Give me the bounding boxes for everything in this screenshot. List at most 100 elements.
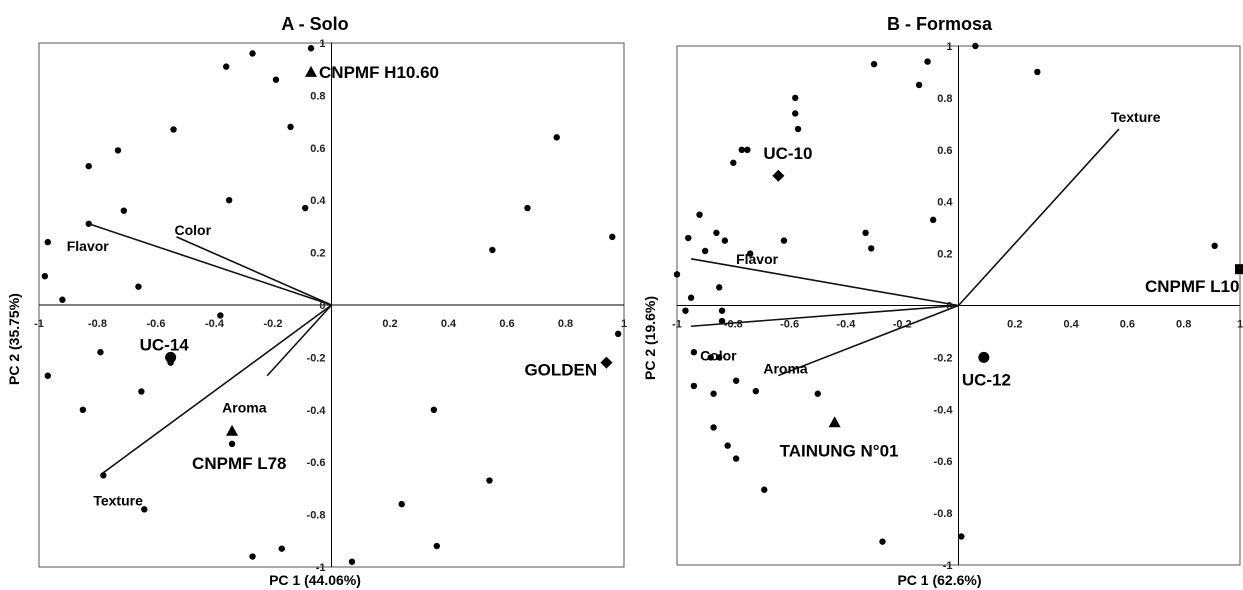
vector-label: Color [700, 347, 737, 363]
data-point [249, 553, 256, 560]
y-tick-label: 0.2 [310, 248, 325, 260]
cultivar-label: UC-14 [140, 335, 190, 354]
data-point [718, 307, 726, 314]
vector-line [957, 128, 1120, 307]
chart-panel-formosa: B - Formosa PC 2 (19.6%) PC 1 (62.6%) -1… [636, 0, 1243, 590]
x-tick-label: 0.2 [382, 318, 397, 330]
data-point [120, 207, 128, 214]
data-point [879, 538, 886, 545]
data-point [278, 545, 285, 552]
data-point [746, 250, 754, 257]
vector-label: Color [174, 222, 211, 238]
cultivar-label: CNPMF L10 [1145, 277, 1239, 296]
y-tick-label: -1 [316, 562, 326, 574]
data-point [307, 45, 315, 52]
cultivar-marker [226, 424, 239, 436]
data-point [301, 204, 309, 212]
data-point [730, 159, 737, 166]
data-point [738, 146, 745, 153]
data-point [915, 81, 923, 89]
vector-line [176, 236, 332, 306]
y-tick-label: -0.6 [307, 457, 326, 469]
data-point [707, 354, 714, 361]
vector-line [102, 304, 332, 474]
data-point [685, 234, 692, 242]
data-point [217, 312, 224, 319]
data-point [135, 283, 142, 290]
y-tick-label: 1 [319, 38, 325, 50]
data-point [430, 406, 438, 413]
y-tick-label: 0.2 [937, 249, 952, 261]
data-point [673, 271, 681, 278]
cultivar-label: UC-10 [763, 144, 812, 163]
y-tick-label: -0.2 [307, 352, 326, 364]
cultivar-label: GOLDEN [524, 361, 597, 380]
x-tick-label: 1 [621, 318, 627, 330]
vector-label: Texture [1111, 109, 1161, 125]
data-point [486, 477, 493, 484]
data-point [716, 354, 723, 361]
data-point [780, 237, 788, 244]
data-point [1211, 242, 1218, 250]
cultivar-label: CNPMF L78 [192, 454, 286, 473]
y-tick-label: -0.4 [307, 405, 327, 417]
cultivar-marker [600, 356, 613, 369]
data-point [287, 123, 294, 131]
data-point [972, 42, 979, 50]
data-point [752, 387, 760, 395]
cultivar-label: CNPMF H10.60 [319, 63, 439, 82]
y-tick-label: 0.8 [937, 93, 952, 105]
x-tick-label: 0.6 [499, 318, 514, 330]
data-point [761, 486, 768, 493]
chart-title: B - Formosa [886, 14, 992, 34]
x-tick-label: -0.8 [88, 318, 107, 330]
data-point [100, 472, 107, 479]
x-tick-label: -0.4 [205, 318, 225, 330]
data-point [141, 506, 148, 513]
cultivar-marker [1235, 264, 1243, 275]
y-tick-label: 0.6 [937, 145, 952, 157]
y-tick-label: -1 [943, 560, 953, 572]
data-point [97, 348, 104, 356]
cultivar-marker [978, 351, 990, 363]
data-point [710, 390, 717, 397]
data-point [223, 63, 230, 70]
biplot-formosa: -1 -0.8 -0.6 -0.4 -0.2 0.2 0.4 0.6 0.8 1 1 0.8 0.6 0.… [672, 41, 1243, 572]
x-axis-label: PC 1 (62.6%) [897, 572, 982, 588]
y-tick-label: 0.6 [310, 143, 325, 155]
y-tick-label: 0.4 [310, 195, 326, 207]
data-point [170, 126, 177, 133]
data-point [929, 216, 937, 224]
chart-title: A - Solo [281, 14, 349, 34]
x-tick-label: -0.6 [147, 318, 166, 330]
data-point [814, 390, 821, 397]
data-point [701, 247, 709, 255]
data-point [713, 229, 720, 237]
data-point [433, 542, 440, 550]
x-tick-label: -1 [672, 319, 682, 331]
y-tick-label: -0.8 [307, 510, 326, 522]
data-point [744, 146, 751, 153]
x-tick-label: -0.8 [724, 319, 743, 331]
data-point [348, 558, 356, 565]
data-point [792, 94, 799, 102]
data-point [138, 388, 145, 395]
cultivar-marker [165, 351, 177, 363]
data-point [272, 76, 280, 83]
x-tick-label: 0.4 [441, 318, 457, 330]
vector-line [266, 304, 333, 377]
vector-line [691, 304, 959, 328]
data-point [249, 50, 256, 57]
data-point [44, 372, 51, 379]
x-tick-label: 0.8 [1176, 319, 1191, 331]
y-tick-label: 0.4 [937, 197, 953, 209]
y-tick-label: 1 [946, 41, 952, 53]
data-point [721, 237, 729, 244]
y-tick-label: 0.8 [310, 90, 325, 102]
data-point [682, 307, 689, 314]
data-point [868, 245, 875, 252]
data-point [398, 500, 405, 508]
data-point [862, 229, 869, 237]
data-point [614, 330, 622, 338]
data-point [724, 442, 731, 449]
